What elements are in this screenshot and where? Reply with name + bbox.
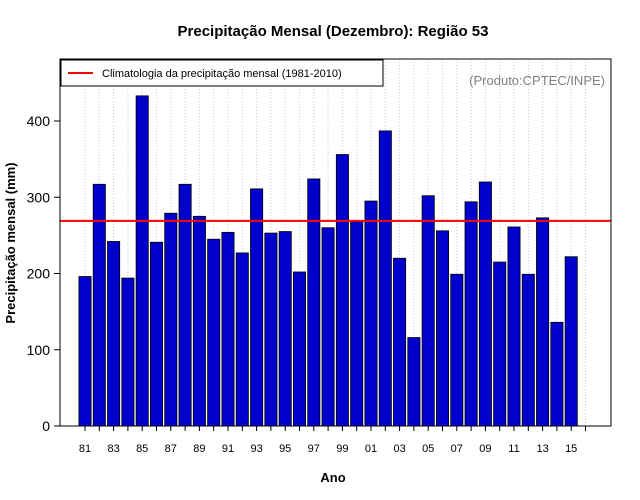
- chart-title: Precipitação Mensal (Dezembro): Região 5…: [178, 23, 489, 40]
- bar-12: [521, 273, 535, 427]
- x-tick-label-83: 83: [107, 443, 119, 455]
- y-tick-label-200: 200: [27, 266, 51, 282]
- bar-96: [292, 271, 306, 427]
- x-tick-label-01: 01: [365, 443, 377, 455]
- bar-00: [350, 221, 364, 427]
- x-tick-label-99: 99: [336, 443, 348, 455]
- bar-86: [149, 241, 163, 427]
- bar-81: [78, 276, 92, 427]
- x-tick-label-15: 15: [565, 443, 577, 455]
- bar-93: [250, 188, 264, 427]
- x-tick-label-87: 87: [165, 443, 177, 455]
- bar-94: [264, 232, 278, 427]
- legend: Climatologia da precipitação mensal (198…: [60, 59, 384, 87]
- bar-91: [221, 231, 235, 427]
- bar-02: [378, 130, 392, 427]
- source-note: (Produto:CPTEC/INPE): [469, 73, 605, 88]
- x-tick-label-07: 07: [451, 443, 463, 455]
- bar-84: [121, 277, 135, 427]
- y-axis-title: Precipitação mensal (mm): [3, 162, 18, 323]
- bar-13: [536, 217, 550, 427]
- bar-05: [421, 195, 435, 427]
- y-tick-label-100: 100: [27, 342, 51, 358]
- x-axis-title: Ano: [320, 470, 345, 485]
- x-tick-label-03: 03: [393, 443, 405, 455]
- bar-07: [450, 273, 464, 427]
- y-axis: 0 100 200 300 400: [27, 113, 60, 434]
- x-tick-label-95: 95: [279, 443, 291, 455]
- bar-99: [335, 154, 349, 427]
- bar-10: [493, 261, 507, 427]
- bar-15: [564, 256, 578, 427]
- x-axis: 81 83 85 87 89 91 93 95 97 99 01 03 05 07 09 11 13 15: [79, 426, 586, 455]
- bar-87: [164, 212, 178, 427]
- x-tick-label-97: 97: [308, 443, 320, 455]
- x-tick-label-81: 81: [79, 443, 91, 455]
- bar-09: [478, 181, 492, 427]
- bar-03: [393, 257, 407, 427]
- x-tick-label-05: 05: [422, 443, 434, 455]
- bar-85: [135, 95, 149, 427]
- bar-14: [550, 321, 564, 427]
- bar-89: [192, 215, 206, 427]
- bar-92: [235, 252, 249, 427]
- bar-98: [321, 227, 335, 427]
- bar-95: [278, 231, 292, 427]
- x-tick-label-89: 89: [193, 443, 205, 455]
- x-tick-label-93: 93: [250, 443, 262, 455]
- y-tick-label-300: 300: [27, 189, 51, 205]
- x-tick-label-13: 13: [536, 443, 548, 455]
- bar-06: [435, 230, 449, 427]
- x-tick-label-85: 85: [136, 443, 148, 455]
- legend-climatology-label: Climatologia da precipitação mensal (198…: [102, 68, 342, 80]
- x-tick-label-11: 11: [508, 443, 519, 455]
- x-tick-label-91: 91: [222, 443, 234, 455]
- bar-83: [107, 241, 121, 427]
- y-tick-label-400: 400: [27, 113, 51, 129]
- bar-01: [364, 200, 378, 427]
- legend-box: [60, 59, 384, 87]
- bar-11: [507, 226, 521, 427]
- bar-90: [207, 238, 221, 427]
- bar-97: [307, 178, 321, 427]
- bar-04: [407, 337, 421, 427]
- y-tick-label-0: 0: [42, 418, 50, 434]
- bar-series: [78, 95, 578, 427]
- plot-area-frame: [59, 58, 612, 427]
- bar-08: [464, 201, 478, 427]
- x-tick-label-09: 09: [479, 443, 491, 455]
